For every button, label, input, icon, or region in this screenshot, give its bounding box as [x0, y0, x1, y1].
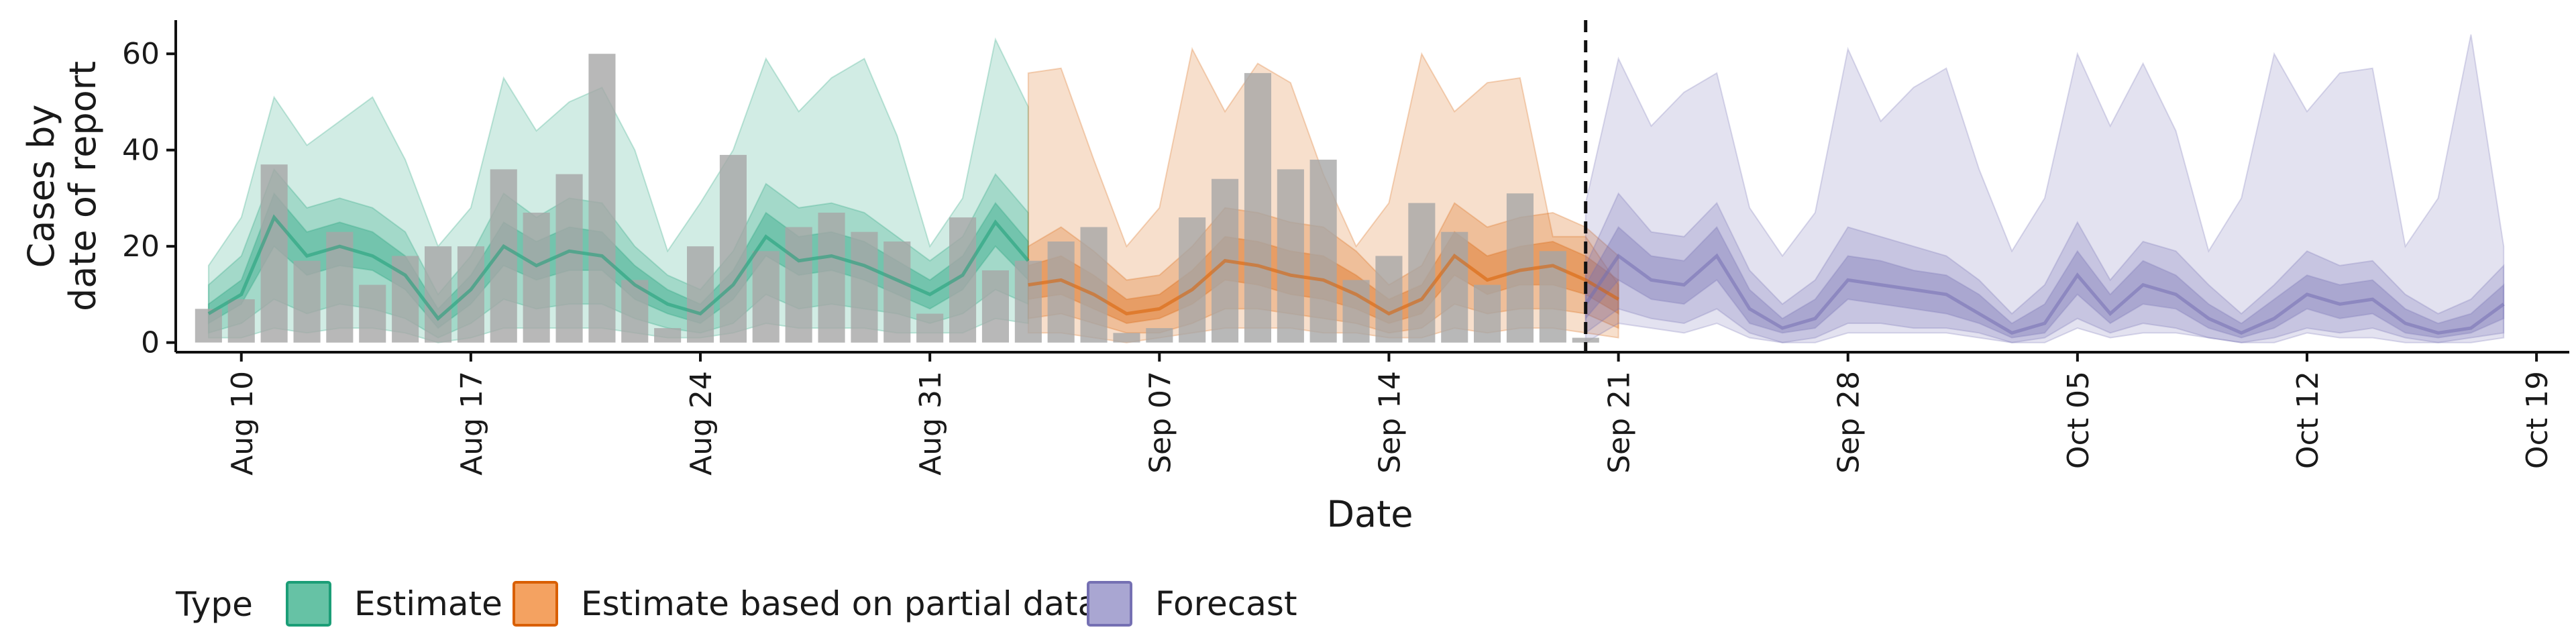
- y-tick-label: 40: [122, 133, 160, 168]
- report-bar: [1014, 260, 1042, 343]
- legend-key-estimate-based-on-partial-data: [513, 581, 558, 627]
- y-axis: 0 20 40 60: [122, 20, 177, 360]
- estimate-based-on-partial-data-median-line: [1028, 254, 1619, 316]
- y-tick-label: 0: [141, 326, 160, 360]
- forecast-band-outer: [1585, 34, 2505, 344]
- report-bar: [195, 309, 222, 343]
- y-axis-title: Cases bydate of report: [20, 61, 104, 311]
- report-bar: [752, 251, 780, 343]
- report-bar: [1146, 328, 1173, 343]
- report-bar: [425, 246, 452, 343]
- legend-title: Type: [175, 585, 253, 624]
- report-bar: [1408, 203, 1436, 343]
- report-bar: [523, 213, 550, 343]
- report-bar: [490, 169, 517, 343]
- x-axis: Aug 10 Aug 17 Aug 24 Aug 31 Sep 07 Sep 14 Sep …: [176, 351, 2569, 476]
- report-bar: [1277, 169, 1304, 343]
- report-bar: [1309, 160, 1337, 343]
- x-axis-title: Date: [1326, 493, 1413, 535]
- report-bar: [1047, 241, 1075, 343]
- report-bar: [555, 174, 583, 343]
- report-bar: [1441, 231, 1468, 343]
- x-tick-label: Sep 07: [1143, 371, 1177, 474]
- y-axis-title-text: Cases bydate of report: [20, 61, 104, 311]
- report-bar: [883, 241, 911, 343]
- x-tick-label: Oct 12: [2291, 371, 2325, 469]
- report-bar: [719, 154, 747, 343]
- legend-label: Estimate based on partial data: [581, 584, 1098, 623]
- y-axis-title-line: Cases by: [20, 105, 62, 268]
- report-bar: [293, 260, 321, 343]
- report-bar: [981, 270, 1009, 343]
- x-tick-label: Sep 28: [1832, 371, 1866, 474]
- forecast-band-50: [1585, 225, 2505, 339]
- forecast-band-90: [1585, 192, 2505, 343]
- y-tick-label: 20: [122, 229, 160, 264]
- report-bar: [1244, 72, 1271, 343]
- report-bar: [916, 313, 944, 343]
- x-tick-label: Aug 24: [684, 371, 718, 476]
- report-bar: [1113, 333, 1140, 343]
- x-tick-label: Aug 10: [225, 371, 260, 476]
- legend-key-forecast: [1087, 581, 1132, 627]
- report-bar: [260, 164, 288, 343]
- x-tick-label: Sep 21: [1603, 371, 1637, 474]
- legend: Type Estimate Estimate based on partial da…: [175, 581, 1297, 627]
- report-bar: [818, 213, 845, 343]
- x-tick-label: Oct 05: [2061, 371, 2096, 469]
- forecast-median-line: [1584, 253, 2505, 335]
- report-bar: [359, 284, 386, 343]
- legend-label: Estimate: [354, 584, 502, 623]
- median-lines: [207, 214, 2505, 335]
- report-bar: [588, 54, 616, 343]
- report-bar: [851, 231, 878, 343]
- x-tick-label: Oct 19: [2520, 371, 2555, 469]
- report-bar: [687, 246, 714, 343]
- report-bar: [654, 328, 682, 343]
- report-bar: [227, 299, 255, 343]
- y-axis-title-line: date of report: [62, 61, 104, 311]
- report-bar: [785, 227, 812, 343]
- y-tick-label: 60: [122, 37, 160, 71]
- estimate-median-line: [207, 214, 1030, 321]
- report-bar: [1572, 337, 1599, 343]
- x-tick-label: Aug 31: [914, 371, 948, 476]
- report-bar: [1080, 227, 1108, 343]
- x-tick-label: Aug 17: [455, 371, 489, 476]
- x-tick-label: Sep 14: [1373, 371, 1407, 474]
- legend-key-estimate: [286, 581, 331, 627]
- report-bar: [457, 246, 484, 343]
- legend-label: Forecast: [1155, 584, 1297, 623]
- report-bar: [1375, 256, 1403, 343]
- report-bar: [1474, 284, 1501, 343]
